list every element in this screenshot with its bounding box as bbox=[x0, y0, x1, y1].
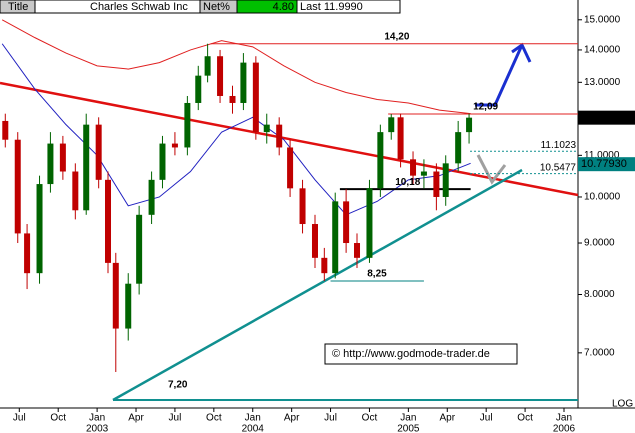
y-tick-label: 15.0000 bbox=[584, 14, 621, 25]
candle-body bbox=[276, 124, 283, 148]
x-tick-label: Apr bbox=[128, 413, 144, 424]
header-last: Last 11.9990 bbox=[300, 1, 363, 13]
pullback-arrow bbox=[476, 154, 507, 185]
x-tick-label: Apr bbox=[284, 413, 300, 424]
x-year-label: 2003 bbox=[86, 424, 109, 433]
y-tick-label: 14.0000 bbox=[584, 45, 621, 56]
candle-body bbox=[36, 184, 43, 274]
x-tick-label: Oct bbox=[206, 413, 222, 424]
forecast-arrow-head bbox=[511, 42, 532, 63]
x-tick-label: Jan bbox=[400, 413, 416, 424]
x-tick-label: Jan bbox=[89, 413, 105, 424]
price-box-label: 10.77930 bbox=[581, 158, 627, 170]
header-cell bbox=[296, 0, 401, 14]
y-tick-label: 8.0000 bbox=[584, 289, 615, 300]
candle-body bbox=[148, 179, 155, 215]
candle-body bbox=[105, 179, 112, 263]
credit: © http://www.godmode-trader.de bbox=[332, 348, 490, 360]
price-box bbox=[578, 110, 635, 125]
candle-body bbox=[321, 257, 328, 274]
support-trendline bbox=[112, 168, 523, 402]
header-net: 4.80 bbox=[273, 1, 294, 13]
candle-body bbox=[397, 117, 404, 160]
candle-body bbox=[204, 56, 211, 76]
candle-body bbox=[388, 117, 395, 133]
price-box-label: 11.9900 bbox=[581, 112, 620, 124]
y-tick-label: 7.0000 bbox=[584, 347, 615, 358]
x-tick-label: Jan bbox=[556, 413, 572, 424]
forecast-arrow bbox=[475, 44, 524, 107]
candle-body bbox=[159, 143, 166, 180]
x-year-label: 2005 bbox=[397, 424, 420, 433]
candle-body bbox=[217, 56, 224, 96]
candle-body bbox=[466, 117, 473, 133]
x-year-label: 2004 bbox=[242, 424, 265, 433]
candle-body bbox=[420, 171, 427, 176]
header-name: Charles Schwab Inc bbox=[90, 1, 188, 13]
x-tick-label: Apr bbox=[439, 413, 455, 424]
x-tick-label: Jul bbox=[13, 413, 26, 424]
dotted-level-label: 10.5477 bbox=[540, 162, 577, 173]
candle-body bbox=[299, 188, 306, 225]
candle-body bbox=[195, 75, 202, 103]
x-tick-label: Jul bbox=[169, 413, 182, 424]
y-tick-label: 11.0000 bbox=[584, 150, 620, 161]
candle-body bbox=[59, 143, 66, 172]
level-label: 8,25 bbox=[367, 269, 387, 280]
candle-body bbox=[171, 143, 178, 148]
candle-body bbox=[455, 132, 462, 164]
candle-body bbox=[410, 159, 417, 176]
level-label: 14,20 bbox=[384, 31, 409, 42]
candle-body bbox=[184, 102, 191, 148]
candle-body bbox=[343, 201, 350, 244]
candle-body bbox=[332, 201, 339, 274]
candle-body bbox=[433, 171, 440, 197]
candle-body bbox=[47, 143, 54, 185]
candle-body bbox=[287, 147, 294, 189]
x-tick-label: Oct bbox=[362, 413, 378, 424]
candle-body bbox=[72, 171, 79, 211]
y-tick-label: 9.0000 bbox=[584, 238, 615, 249]
candle-body bbox=[366, 188, 373, 258]
candle-body bbox=[311, 224, 318, 258]
x-tick-label: Jul bbox=[480, 413, 493, 424]
y-tick-label: 13.0000 bbox=[584, 77, 621, 88]
x-year-label: 2006 bbox=[553, 424, 576, 433]
candle-body bbox=[83, 124, 90, 211]
candle-body bbox=[252, 62, 259, 133]
x-tick-label: Jan bbox=[245, 413, 261, 424]
candle-body bbox=[112, 262, 119, 329]
low-annotation: 7,20 bbox=[168, 380, 188, 391]
price-box bbox=[578, 157, 635, 172]
x-tick-label: Oct bbox=[50, 413, 66, 424]
scale-label: LOG bbox=[612, 399, 633, 410]
level-label: 10,18 bbox=[395, 177, 420, 188]
candle-body bbox=[354, 243, 361, 258]
candle-body bbox=[2, 120, 9, 140]
header-net-label: Net% bbox=[203, 1, 230, 13]
candle-body bbox=[263, 124, 270, 133]
candle-body bbox=[136, 214, 143, 284]
dotted-level-label: 11.1023 bbox=[541, 140, 577, 151]
candle-body bbox=[240, 62, 247, 103]
x-tick-label: Jul bbox=[324, 413, 337, 424]
y-tick-label: 10.0000 bbox=[584, 192, 621, 203]
moving-average bbox=[1, 43, 471, 216]
resistance-trendline bbox=[0, 81, 578, 197]
credit-box bbox=[324, 343, 518, 365]
x-tick-label: Oct bbox=[517, 413, 533, 424]
candle-body bbox=[442, 163, 449, 197]
candle-body bbox=[14, 139, 21, 234]
candle-body bbox=[125, 283, 132, 329]
header-title: Title bbox=[8, 1, 28, 13]
plot bbox=[0, 19, 578, 402]
candle-body bbox=[24, 233, 31, 274]
candle-body bbox=[95, 124, 102, 180]
candle-body bbox=[229, 95, 236, 103]
level-label: 12,09 bbox=[473, 102, 498, 113]
candle-body bbox=[377, 132, 384, 189]
